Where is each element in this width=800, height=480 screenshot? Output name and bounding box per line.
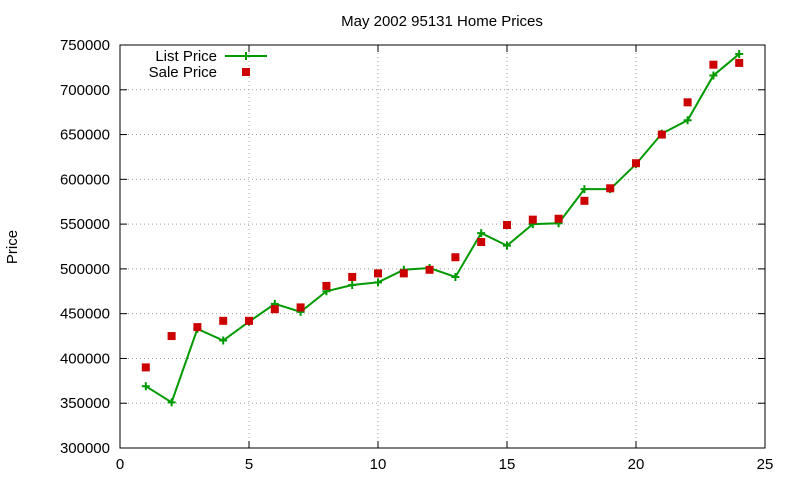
series-layer [141,49,744,407]
data-point [193,323,202,332]
data-point [219,316,228,325]
y-tick-label: 400000 [60,350,110,367]
data-point [528,215,537,224]
data-point [683,116,692,125]
plot-frame [119,44,766,449]
data-point [503,221,511,230]
data-point [348,281,357,290]
data-point [735,58,744,67]
data-point [709,60,718,69]
data-point [451,253,460,262]
y-tick-label: 750000 [60,37,110,54]
data-point [735,49,744,58]
y-tick-label: 600000 [60,171,110,188]
legend-marker [242,52,250,60]
x-tick-label: 0 [116,456,124,473]
data-point [322,281,331,290]
series-sale-price [141,58,744,372]
y-tick-label: 700000 [60,82,110,99]
data-point [399,269,408,278]
data-point [141,382,150,391]
data-point [451,272,460,281]
series-list-price [141,49,744,407]
series-line [145,53,740,404]
y-tick-label: 450000 [60,306,110,323]
data-point [167,332,176,341]
x-tick-label: 25 [757,456,774,473]
data-point [141,363,150,372]
data-point [683,98,692,107]
x-tick-label: 15 [499,456,516,473]
data-point [503,241,511,250]
y-tick-label: 650000 [60,127,110,144]
y-tick-label: 550000 [60,216,110,233]
data-point [245,316,253,325]
y-tick-label: 500000 [60,261,110,278]
x-tick-label: 10 [370,456,387,473]
data-point [270,305,279,314]
data-point [296,303,305,312]
data-point [374,269,382,278]
data-point [554,214,563,223]
data-point [632,159,640,168]
data-point [477,229,486,238]
data-point [425,265,434,274]
x-tick-label: 5 [245,456,253,473]
y-axis: 300000 350000 400000 450000 500000 550000 6000… [60,37,765,457]
x-tick-label: 20 [628,456,645,473]
legend-label: List Price [155,48,217,65]
chart-title: May 2002 95131 Home Prices [341,13,543,30]
data-point [348,272,357,281]
y-tick-label: 350000 [60,395,110,412]
data-point [657,130,666,139]
data-point [219,336,228,345]
y-axis-label: Price [4,230,21,264]
x-axis: 0 5 10 15 20 25 [116,45,774,473]
data-point [167,398,176,407]
data-point [580,196,589,205]
data-point [709,71,718,80]
data-point [477,238,486,247]
data-point [374,278,382,287]
legend-marker [242,68,250,76]
data-point [606,184,615,193]
data-point [580,185,589,194]
grid-lines [120,45,765,448]
y-tick-label: 300000 [60,440,110,457]
legend-label: Sale Price [149,64,217,81]
